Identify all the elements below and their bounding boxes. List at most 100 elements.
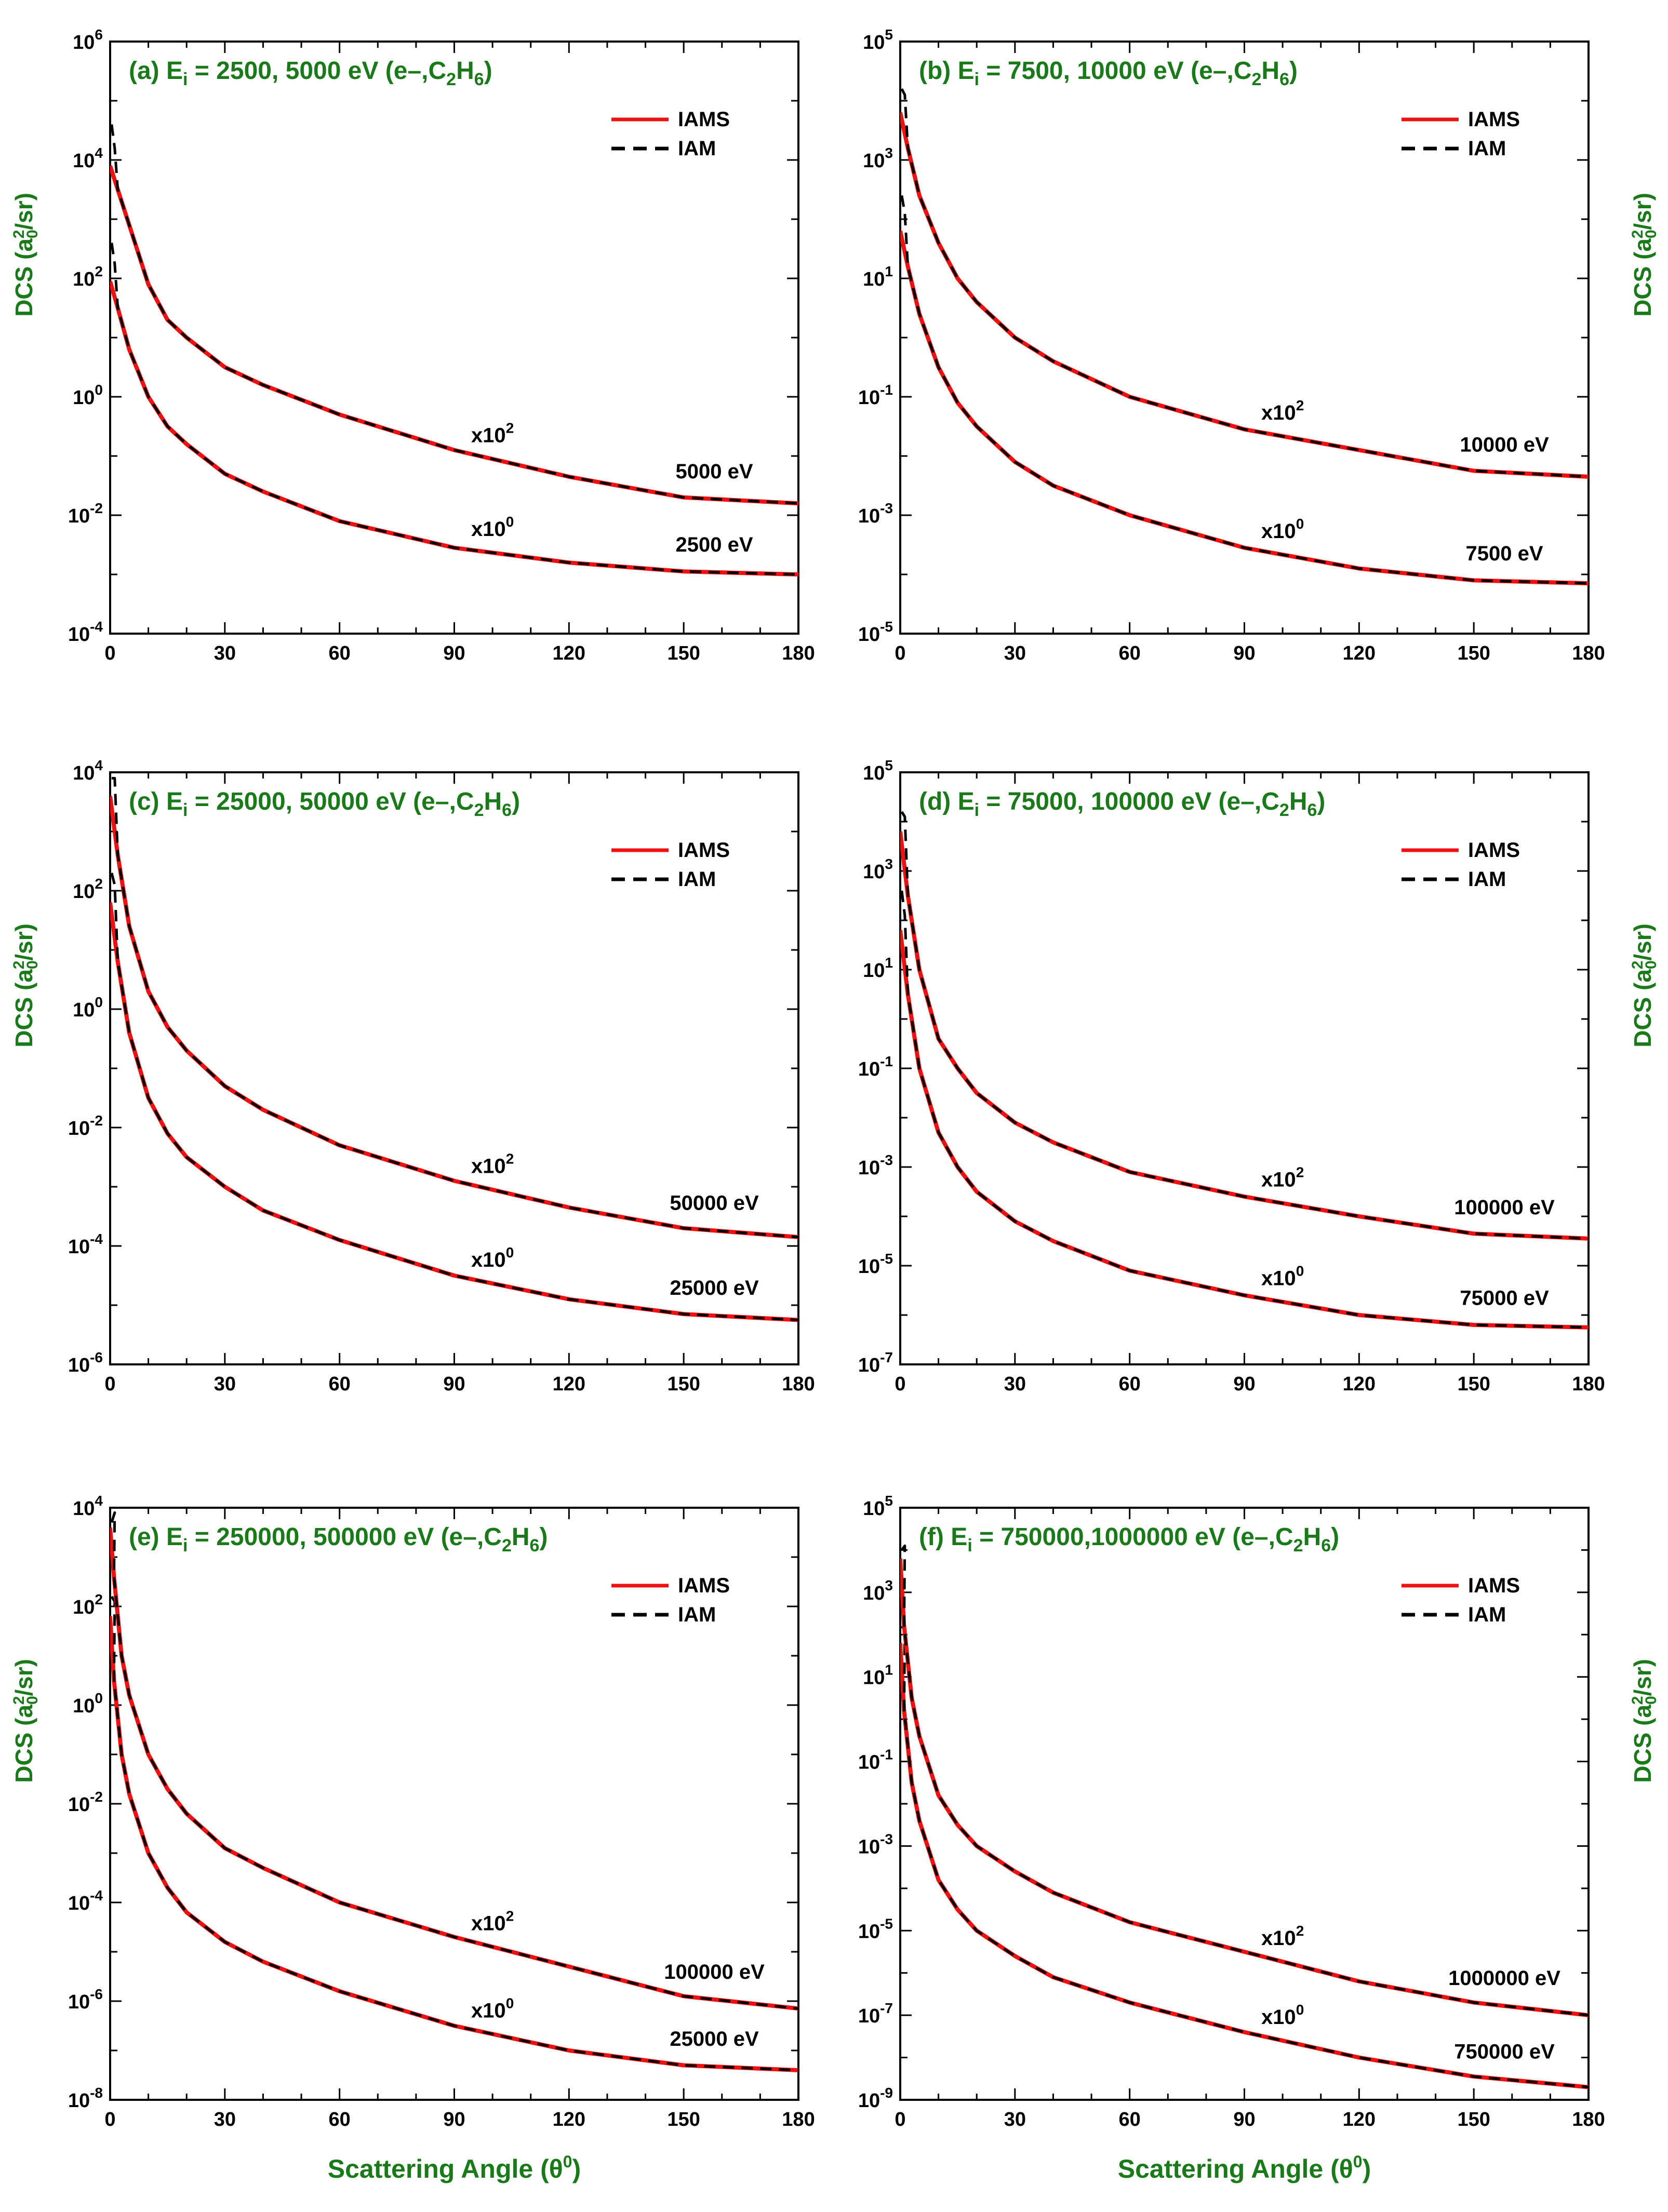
scale-label: x102 bbox=[1261, 397, 1304, 424]
x-tick-label: 150 bbox=[667, 2109, 700, 2130]
x-tick-label: 120 bbox=[553, 2109, 585, 2130]
energy-label: 25000 eV bbox=[670, 1277, 759, 1299]
legend-iam-label: IAM bbox=[1468, 868, 1506, 891]
scale-label: x100 bbox=[471, 514, 514, 541]
curves bbox=[110, 776, 798, 1322]
x-tick-label: 90 bbox=[1233, 1373, 1255, 1395]
x-tick-label: 30 bbox=[1004, 642, 1026, 664]
scale-label: x102 bbox=[1261, 1923, 1304, 1950]
scale-label: x102 bbox=[1261, 1164, 1304, 1191]
energy-label: 5000 eV bbox=[676, 460, 753, 483]
x-tick-label: 120 bbox=[1343, 1373, 1376, 1395]
y-tick-label: 104 bbox=[73, 757, 103, 784]
legend-iam-label: IAM bbox=[678, 1603, 716, 1626]
x-tick-label: 180 bbox=[782, 642, 815, 664]
curves bbox=[900, 88, 1589, 586]
energy-label: 100000 eV bbox=[1454, 1196, 1555, 1219]
energy-label: 10000 eV bbox=[1460, 434, 1549, 457]
curves bbox=[110, 1511, 798, 2072]
y-tick-label: 10-3 bbox=[858, 1152, 893, 1179]
x-tick-label: 90 bbox=[443, 642, 465, 664]
x-tick-label: 90 bbox=[443, 1373, 465, 1395]
x-tick-label: 30 bbox=[214, 2109, 236, 2130]
y-tick-label: 10-3 bbox=[858, 500, 893, 527]
x-tick-label: 30 bbox=[1004, 1373, 1026, 1395]
y-tick-label: 105 bbox=[863, 757, 893, 784]
panel-f: 0 30 60 90 120 150 180 10-9 10-7 10-5 10-3 10-1 101 1… bbox=[858, 1493, 1660, 2130]
scale-label: x100 bbox=[1261, 1263, 1304, 1290]
x-tick-label: 180 bbox=[782, 2109, 815, 2130]
scale-label: x100 bbox=[471, 1995, 514, 2022]
x-tick-label: 120 bbox=[1343, 2109, 1376, 2130]
y-tick-label: 101 bbox=[863, 1662, 893, 1689]
x-tick-label: 180 bbox=[1572, 2109, 1605, 2130]
x-tick-label: 0 bbox=[895, 1373, 905, 1395]
energy-label: 50000 eV bbox=[670, 1191, 759, 1214]
iam-curve-100000-eV bbox=[900, 811, 1589, 1240]
y-tick-label: 10-5 bbox=[858, 1251, 893, 1278]
y-axis-label: DCS (a02/sr) bbox=[10, 1659, 41, 1783]
y-tick-label: 10-4 bbox=[68, 619, 103, 646]
iam-curve-1000000-eV bbox=[900, 1544, 1589, 2017]
iams-curve-25000-eV bbox=[110, 902, 798, 1322]
iams-curve-7500-eV bbox=[900, 230, 1589, 586]
panel-title: (d) Ei = 75000, 100000 eV (e–,C2H6) bbox=[919, 788, 1325, 820]
iams-curve-2500-eV bbox=[110, 280, 798, 577]
y-tick-label: 102 bbox=[73, 1591, 103, 1618]
panel-a: 0 30 60 90 120 150 180 10-4 10-2 100 102 104 106 (a) … bbox=[10, 26, 815, 664]
y-tick-label: 10-2 bbox=[68, 1789, 103, 1816]
y-tick-label: 10-2 bbox=[68, 1112, 103, 1139]
x-tick-label: 60 bbox=[1119, 1373, 1141, 1395]
legend-iam-label: IAM bbox=[1468, 137, 1506, 160]
y-tick-label: 10-1 bbox=[858, 1053, 893, 1080]
x-tick-label: 150 bbox=[1457, 1373, 1490, 1395]
energy-label: 7500 eV bbox=[1466, 542, 1543, 565]
y-tick-label: 104 bbox=[73, 145, 103, 172]
x-tick-label: 30 bbox=[214, 1373, 236, 1395]
y-tick-label: 10-3 bbox=[858, 1831, 893, 1858]
iams-curve-75000-eV bbox=[900, 930, 1589, 1330]
y-tick-label: 106 bbox=[73, 26, 103, 53]
y-tick-label: 103 bbox=[863, 145, 893, 172]
y-tick-label: 105 bbox=[863, 1493, 893, 1520]
panel-title: (b) Ei = 7500, 10000 eV (e–,C2H6) bbox=[919, 57, 1298, 89]
y-tick-label: 102 bbox=[73, 263, 103, 290]
legend-iam-label: IAM bbox=[1468, 1603, 1506, 1626]
legend-iams-label: IAMS bbox=[1468, 1574, 1520, 1597]
x-axis-label: Scattering Angle (θ0) bbox=[1118, 2152, 1371, 2183]
y-tick-label: 102 bbox=[73, 876, 103, 903]
y-tick-label: 10-2 bbox=[68, 500, 103, 527]
x-tick-label: 0 bbox=[104, 2109, 115, 2130]
x-tick-label: 60 bbox=[1119, 642, 1141, 664]
y-tick-label: 103 bbox=[863, 856, 893, 883]
iam-curve-25000-eV bbox=[110, 873, 798, 1321]
energy-label: 75000 eV bbox=[1460, 1286, 1549, 1309]
scale-label: x100 bbox=[1261, 2002, 1304, 2029]
legend-iam-label: IAM bbox=[678, 868, 716, 891]
panel-title: (f) Ei = 750000,1000000 eV (e–,C2H6) bbox=[919, 1523, 1339, 1556]
scale-label: x102 bbox=[471, 1151, 514, 1178]
x-tick-label: 0 bbox=[104, 642, 115, 664]
iams-curve-50000-eV bbox=[110, 796, 798, 1239]
y-axis-label: DCS (a02/sr) bbox=[10, 923, 41, 1048]
y-tick-label: 104 bbox=[73, 1493, 103, 1520]
energy-label: 100000 eV bbox=[664, 1961, 765, 1983]
iam-curve-7500-eV bbox=[900, 195, 1589, 585]
x-tick-label: 180 bbox=[782, 1373, 815, 1395]
scale-label: x102 bbox=[471, 1908, 514, 1935]
y-tick-label: 10-5 bbox=[858, 619, 893, 646]
x-tick-label: 120 bbox=[553, 1373, 585, 1395]
y-tick-label: 100 bbox=[73, 382, 103, 409]
y-tick-label: 101 bbox=[863, 263, 893, 290]
legend-iam-label: IAM bbox=[678, 137, 716, 160]
y-tick-label: 10-8 bbox=[68, 2085, 103, 2112]
y-tick-label: 10-6 bbox=[68, 1349, 103, 1376]
iam-curve-2500-eV bbox=[110, 243, 798, 576]
x-tick-label: 90 bbox=[1233, 2109, 1255, 2130]
energy-label: 25000 eV bbox=[670, 2028, 759, 2050]
curves bbox=[110, 124, 798, 577]
y-axis-label: DCS (a02/sr) bbox=[10, 193, 41, 317]
legend-iams-label: IAMS bbox=[678, 1574, 730, 1597]
y-tick-label: 10-4 bbox=[68, 1231, 103, 1258]
x-tick-label: 60 bbox=[329, 642, 351, 664]
